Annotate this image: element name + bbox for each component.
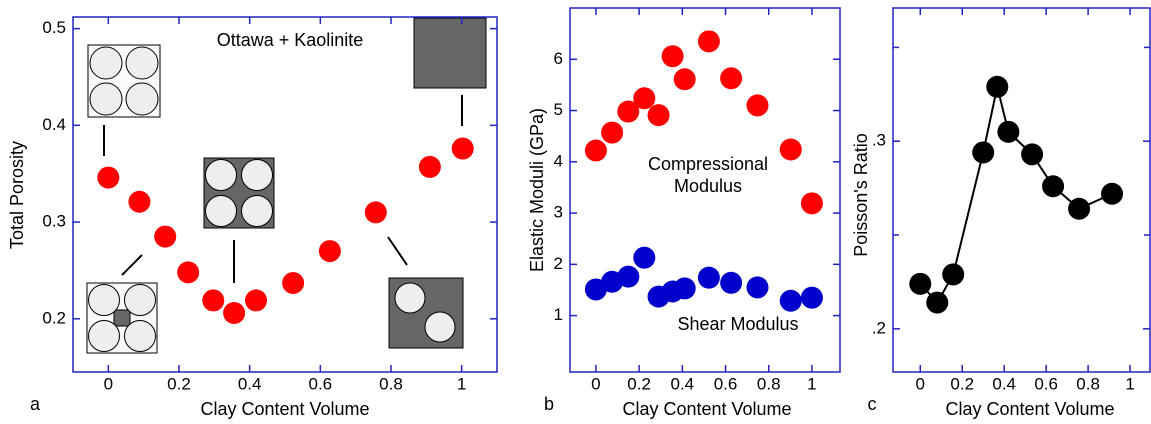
point [245,289,267,311]
point [1042,175,1064,197]
y-tick-label: .2 [872,318,886,337]
y-tick-label: 0.4 [42,115,66,134]
x-axis-label: Clay Content Volume [622,399,791,419]
point [648,104,670,126]
x-tick-label: 0.8 [379,374,403,393]
x-tick-label: 0.6 [1034,374,1058,393]
y-tick-label: 2 [554,254,563,273]
point [674,68,696,90]
point [177,261,199,283]
point [698,30,720,52]
x-tick-label: 0 [104,374,113,393]
point [97,167,119,189]
y-tick-label: 0.3 [42,212,66,231]
point [942,263,964,285]
x-tick-label: 0.6 [714,374,738,393]
point [1021,143,1043,165]
x-tick-label: 0.2 [167,374,191,393]
x-tick-label: 0.2 [627,374,651,393]
x-axis-label: Clay Content Volume [200,399,369,419]
point [926,292,948,314]
point [780,138,802,160]
point [282,272,304,294]
x-tick-label: 0.8 [757,374,781,393]
point [601,122,623,144]
point [909,273,931,295]
point [720,272,742,294]
point [662,45,684,67]
point [419,156,441,178]
point [972,141,994,163]
y-tick-label: 6 [554,49,563,68]
y-tick-label: 0.5 [42,18,66,37]
point [746,276,768,298]
y-axis-label: Total Porosity [7,141,27,249]
x-tick-label: 1 [807,374,816,393]
x-tick-label: 0.4 [992,374,1016,393]
series-label: Shear Modulus [668,313,808,335]
point [319,240,341,262]
panel-label: a [30,394,41,414]
annotation: Ottawa + Kaolinite [217,30,364,50]
point [1101,183,1123,205]
panel-label: b [544,394,554,414]
point [720,67,742,89]
y-tick-label: 4 [554,151,563,170]
point [698,267,720,289]
x-tick-label: 1 [1125,374,1134,393]
point [986,76,1008,98]
point [617,266,639,288]
point [223,302,245,324]
point [674,277,696,299]
point [801,287,823,309]
x-tick-label: 0.2 [950,374,974,393]
x-tick-label: 0.8 [1076,374,1100,393]
figure: Ottawa + Kaolinite a Clay Content Volume… [0,0,1151,424]
point [452,138,474,160]
y-tick-label: 3 [554,203,563,222]
x-tick-label: 0 [916,374,925,393]
panel-label: c [868,394,877,414]
point [1068,198,1090,220]
point [997,121,1019,143]
y-tick-label: 1 [554,305,563,324]
series-label: Compressional Modulus [638,153,778,197]
x-tick-label: 0.4 [238,374,262,393]
y-tick-label: .3 [872,131,886,150]
point [801,192,823,214]
point [633,87,655,109]
x-tick-label: 0 [591,374,600,393]
point [202,289,224,311]
x-tick-label: 0.4 [670,374,694,393]
x-tick-label: 0.6 [309,374,333,393]
point [780,290,802,312]
x-tick-label: 1 [457,374,466,393]
y-axis-label: Poisson's Ratio [851,133,871,257]
y-axis-label: Elastic Moduli (GPa) [527,108,547,272]
point [585,140,607,162]
point [128,191,150,213]
inset-grains [87,18,486,353]
y-tick-label: 5 [554,100,563,119]
point [633,247,655,269]
leader-lines [104,95,462,283]
chart: Ottawa + Kaolinite a Clay Content Volume… [0,0,1151,424]
point [746,94,768,116]
point [154,226,176,248]
x-axis-label: Clay Content Volume [945,399,1114,419]
point [365,201,387,223]
y-tick-label: 0.2 [42,308,66,327]
